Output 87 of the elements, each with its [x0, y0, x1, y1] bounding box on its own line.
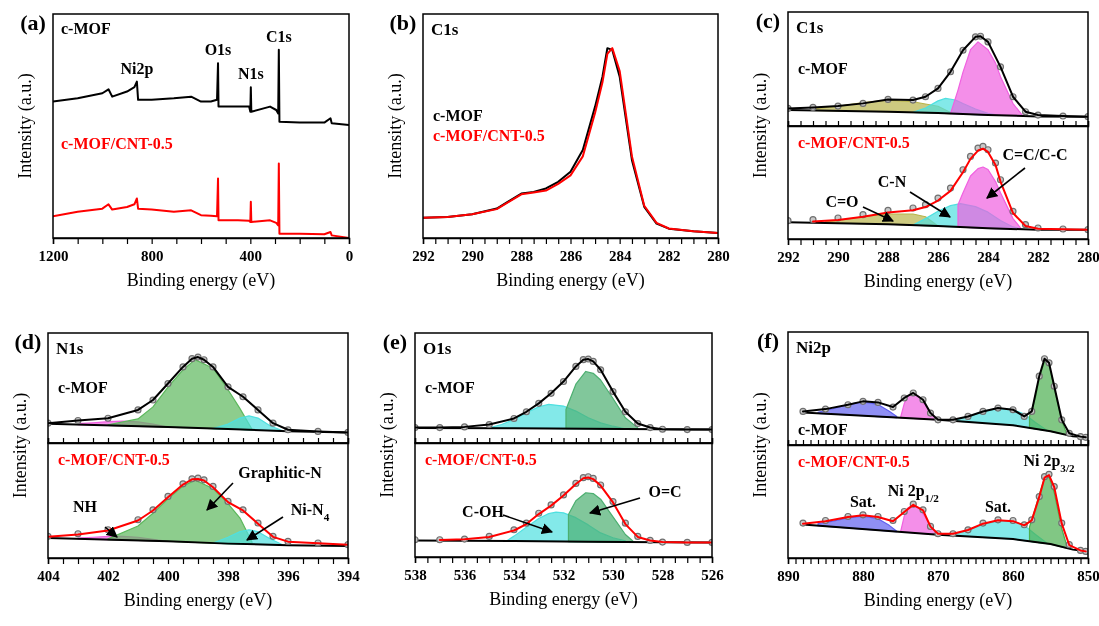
annotation: C-N — [877, 173, 907, 190]
annotation: C=C/C-C — [1002, 146, 1068, 163]
x-axis-title: Binding energy (eV) — [489, 589, 638, 610]
y-axis-title: Intensity (a.u.) — [15, 73, 36, 179]
annotation: Ni2p — [120, 59, 154, 78]
x-tick-label: 292 — [777, 248, 800, 265]
x-tick-label: 286 — [927, 248, 951, 265]
x-tick-label: 400 — [239, 247, 263, 264]
x-axis-title: Binding energy (eV) — [863, 590, 1013, 611]
y-axis-title: Intensity (a.u.) — [377, 392, 398, 498]
text: c-MOF/CNT-0.5 — [798, 453, 910, 470]
y-axis-title: Intensity (a.u.) — [10, 392, 31, 499]
x-tick-label: 536 — [453, 566, 477, 583]
x-tick-label: 280 — [1077, 248, 1099, 265]
chart-title: (c) — [755, 8, 781, 33]
text: c-MOF/CNT-0.5 — [425, 451, 537, 468]
x-axis-title: Binding energy (eV) — [123, 590, 273, 611]
x-tick-label: 288 — [877, 248, 900, 265]
chart-subtitle: N1s — [56, 339, 84, 358]
text: c-MOF — [433, 107, 483, 124]
chart-title: (d) — [14, 329, 42, 354]
x-tick-label: 526 — [701, 566, 725, 583]
y-axis-title: Intensity (a.u.) — [750, 72, 771, 179]
text: c-MOF — [61, 20, 111, 38]
text: c-MOF/CNT-0.5 — [61, 135, 173, 153]
annotation: NH — [73, 498, 98, 515]
y-axis-title: Intensity (a.u.) — [385, 73, 406, 179]
x-tick-label: 402 — [97, 567, 120, 584]
x-axis-title: Binding energy (eV) — [863, 271, 1013, 292]
annotation: Ni-N$_{4}$ — [290, 501, 330, 523]
x-tick-label: 880 — [852, 567, 875, 584]
text: c-MOF/CNT-0.5 — [798, 134, 910, 151]
annotation: Graphitic-N — [238, 464, 323, 482]
annotation: N1s — [237, 65, 264, 83]
x-tick-label: 1200 — [38, 247, 69, 264]
x-tick-label: 284 — [608, 247, 632, 264]
annotation: Sat. — [849, 492, 877, 510]
x-tick-label: 534 — [503, 566, 527, 583]
x-tick-label: 0 — [345, 247, 354, 264]
x-tick-label: 528 — [651, 566, 675, 583]
x-tick-label: 532 — [552, 566, 576, 583]
series-label: c-MOF — [425, 379, 475, 396]
x-tick-label: 890 — [777, 567, 800, 584]
annotation: C1s — [265, 27, 292, 45]
x-tick-label: 860 — [1002, 567, 1025, 584]
x-tick-label: 394 — [337, 567, 361, 584]
chart-title: (a) — [20, 10, 46, 35]
x-tick-label: 870 — [927, 567, 950, 584]
chart-title: (e) — [382, 329, 408, 354]
annotation: C-OH — [462, 503, 505, 520]
chart-title: (b) — [389, 10, 417, 35]
series-label: c-MOF — [798, 421, 848, 438]
x-tick-label: 292 — [412, 247, 435, 264]
annotation: O1s — [204, 41, 232, 59]
chart-subtitle: C1s — [796, 18, 824, 37]
x-tick-label: 538 — [404, 566, 427, 583]
x-tick-label: 290 — [461, 247, 484, 264]
x-tick-label: 284 — [977, 248, 1001, 265]
x-tick-label: 530 — [602, 566, 625, 583]
x-tick-label: 282 — [1027, 248, 1050, 265]
x-tick-label: 282 — [658, 247, 681, 264]
x-axis-title: Binding energy (eV) — [496, 270, 645, 291]
x-tick-label: 800 — [140, 247, 164, 264]
series-label: c-MOF — [58, 379, 108, 396]
x-axis-title: Binding energy (eV) — [126, 270, 276, 291]
chart-subtitle: O1s — [423, 339, 452, 358]
x-tick-label: 288 — [510, 247, 534, 264]
series-label: c-MOF — [798, 60, 848, 77]
annotation: C=O — [825, 193, 859, 210]
x-tick-label: 398 — [217, 567, 240, 584]
x-tick-label: 404 — [37, 567, 61, 584]
y-axis-title: Intensity (a.u.) — [750, 392, 771, 498]
annotation: O=C — [648, 483, 682, 500]
x-tick-label: 400 — [157, 567, 180, 584]
annotation: Ni 2p$_{1/2}$ — [887, 482, 940, 505]
chart-subtitle: Ni2p — [796, 338, 831, 357]
x-tick-label: 396 — [277, 567, 301, 584]
annotation: Ni 2p$_{3/2}$ — [1023, 452, 1076, 475]
chart-subtitle: C1s — [431, 20, 459, 39]
x-tick-label: 850 — [1077, 567, 1099, 584]
x-tick-label: 290 — [827, 248, 850, 265]
text: c-MOF/CNT-0.5 — [433, 127, 545, 144]
series-label: c-MOF/CNT-0.5 — [58, 451, 170, 468]
annotation: Sat. — [984, 497, 1012, 515]
x-tick-label: 280 — [707, 247, 730, 264]
chart-title: (f) — [757, 328, 779, 353]
x-tick-label: 286 — [559, 247, 583, 264]
